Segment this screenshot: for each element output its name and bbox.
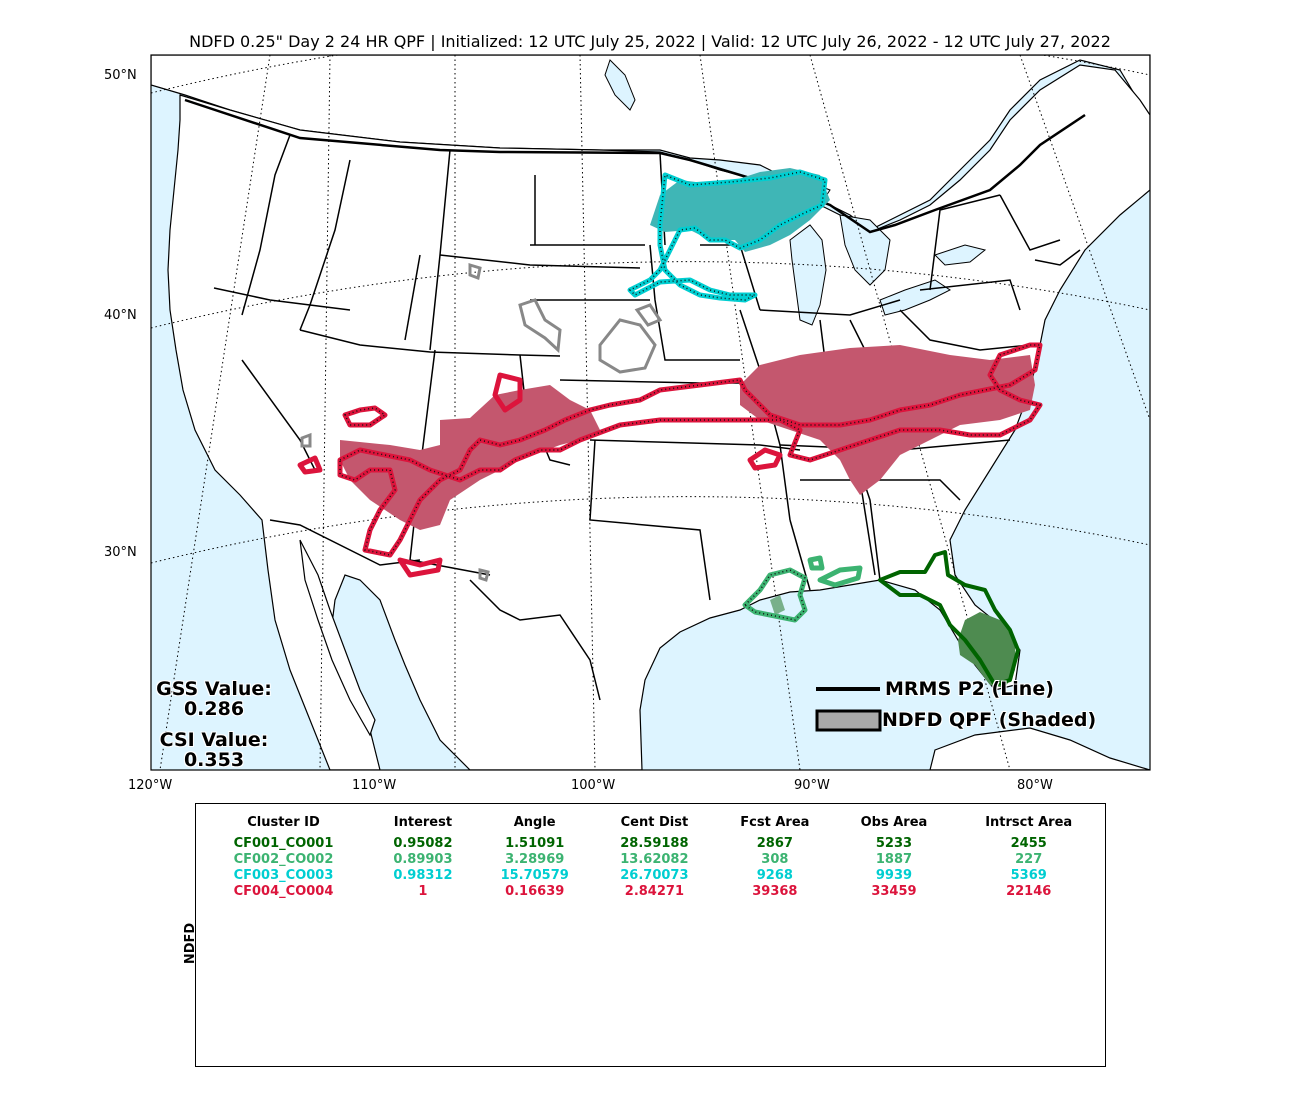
lon-label-120: 120°W — [128, 778, 173, 793]
cell-cluster-id: CF004_CO004 — [233, 884, 334, 899]
lake-winnipeg — [604, 59, 636, 111]
cell-cluster-id: CF002_CO002 — [233, 852, 334, 867]
table-row: CF004_CO004 1 0.16639 2.84271 39368 3345… — [196, 884, 1105, 900]
cf004-fcst-shade-east — [740, 345, 1035, 495]
table-row: CF002_CO002 0.89903 3.28969 13.62082 308… — [196, 852, 1105, 868]
gss-label: GSS Value: — [156, 678, 272, 700]
lon-label-110: 110°W — [352, 778, 397, 793]
lon-label-80: 80°W — [1017, 778, 1053, 793]
legend-shade-symbol — [815, 709, 882, 732]
cell-interest: 0.95082 — [393, 836, 453, 851]
lake-ontario — [934, 244, 987, 266]
cluster-cf003 — [627, 168, 830, 303]
cell-intrsct-area: 22146 — [1006, 884, 1052, 899]
cf002-fcst-shade — [770, 595, 785, 615]
cell-cent-dist: 2.84271 — [624, 884, 684, 899]
cell-fcst-area: 2867 — [756, 836, 793, 851]
cluster-cf002 — [742, 555, 863, 623]
cuba-land — [929, 727, 1150, 770]
cell-interest: 1 — [418, 884, 428, 899]
cell-fcst-area: 308 — [761, 852, 789, 867]
cf001-fcst-shade — [958, 612, 1015, 688]
header-interest: Interest — [393, 815, 453, 830]
cell-cluster-id: CF003_CO003 — [233, 868, 334, 883]
lat-label-30: 30°N — [104, 545, 137, 560]
cell-interest: 0.89903 — [393, 852, 453, 867]
table-header-row: Cluster ID Interest Angle Cent Dist Fcst… — [196, 814, 1105, 836]
cell-cent-dist: 13.62082 — [620, 852, 689, 867]
header-fcst-area: Fcst Area — [740, 815, 810, 830]
cell-obs-area: 5233 — [875, 836, 913, 851]
gss-value: 0.286 — [183, 698, 245, 720]
baja-land — [299, 539, 376, 737]
cell-angle: 1.51091 — [505, 836, 565, 851]
lat-label-50: 50°N — [104, 68, 137, 83]
header-cent-dist: Cent Dist — [620, 815, 689, 830]
cluster-table: Cluster ID Interest Angle Cent Dist Fcst… — [196, 814, 1105, 900]
cell-obs-area: 1887 — [875, 852, 913, 867]
conus-land — [167, 64, 1150, 770]
header-angle: Angle — [513, 815, 556, 830]
cell-angle: 3.28969 — [505, 852, 565, 867]
cluster-cf001 — [878, 550, 1020, 688]
qpf-map — [150, 54, 1151, 771]
land — [151, 55, 1150, 770]
cell-obs-area: 33459 — [871, 884, 917, 899]
cell-intrsct-area: 5369 — [1010, 868, 1047, 883]
legend-shaded-label: NDFD QPF (Shaded) — [882, 709, 1097, 731]
cell-angle: 0.16639 — [505, 884, 565, 899]
table-row: CF001_CO001 0.95082 1.51091 28.59188 286… — [196, 836, 1105, 852]
cell-fcst-area: 39368 — [752, 884, 798, 899]
lon-label-100: 100°W — [571, 778, 616, 793]
cell-interest: 0.98312 — [393, 868, 453, 883]
cell-cluster-id: CF001_CO001 — [233, 836, 334, 851]
header-obs-area: Obs Area — [860, 815, 928, 830]
cell-intrsct-area: 2455 — [1010, 836, 1047, 851]
csi-value: 0.353 — [183, 749, 245, 771]
figure-title: NDFD 0.25" Day 2 24 HR QPF | Initialized… — [189, 32, 1111, 51]
header-intrsct-area: Intrsct Area — [985, 815, 1073, 830]
table-row: CF003_CO003 0.98312 15.70579 26.70073 92… — [196, 868, 1105, 884]
cell-obs-area: 9939 — [875, 868, 913, 883]
cell-cent-dist: 26.70073 — [620, 868, 689, 883]
map-frame — [150, 54, 1151, 771]
lon-label-90: 90°W — [794, 778, 830, 793]
csi-label: CSI Value: — [159, 729, 269, 751]
mrms-gray-outlines — [300, 262, 663, 582]
header-cluster-id: Cluster ID — [247, 815, 320, 830]
cf004-fcst-shade — [340, 385, 600, 530]
cluster-stats-table: Cluster ID Interest Angle Cent Dist Fcst… — [195, 803, 1106, 1067]
state-borders — [213, 134, 1081, 701]
lake-michigan — [789, 224, 827, 326]
legend-line-label: MRMS P2 (Line) — [885, 678, 1054, 700]
cell-intrsct-area: 227 — [1015, 852, 1043, 867]
cell-angle: 15.70579 — [500, 868, 569, 883]
cell-fcst-area: 9268 — [756, 868, 793, 883]
lat-label-40: 40°N — [104, 308, 137, 323]
cluster-cf004 — [297, 342, 1043, 578]
cell-cent-dist: 28.59188 — [620, 836, 689, 851]
